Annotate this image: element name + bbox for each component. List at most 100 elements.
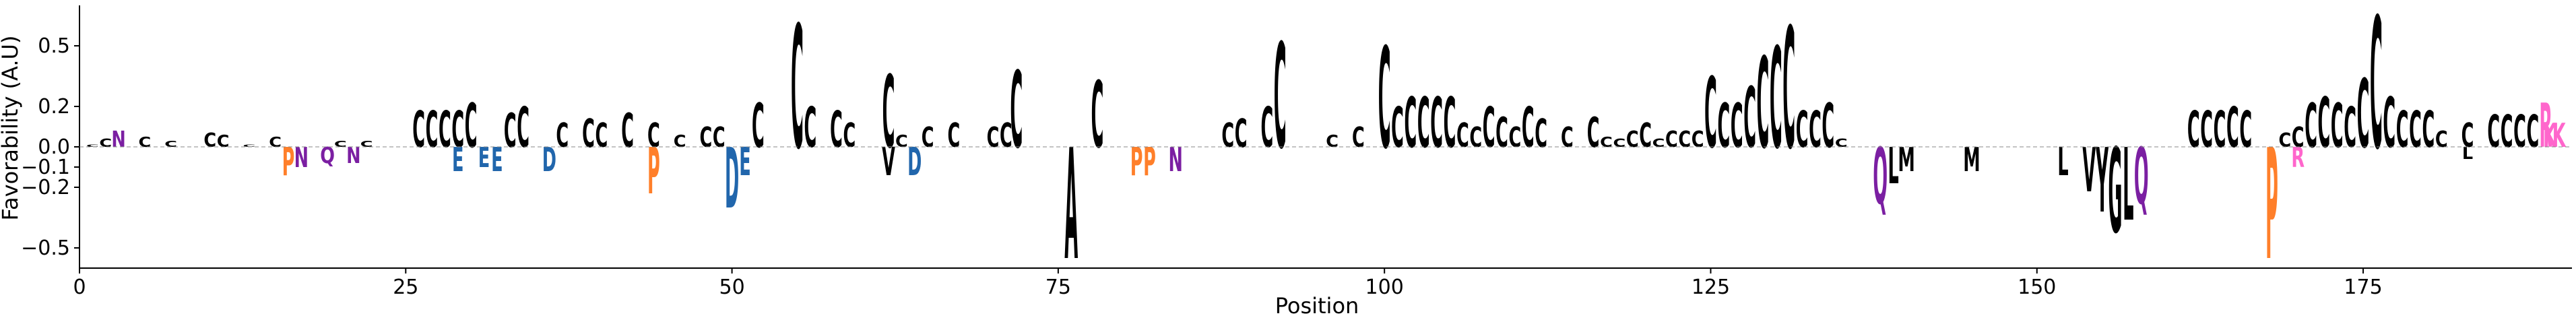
logo-letter-c: C [465,90,478,162]
logo-letter-p: P [647,135,660,209]
logo-letter-p: P [2265,117,2278,294]
logo-letter-d: D [542,141,556,180]
logo-letter-k: K [2552,117,2567,156]
logo-letter-e: E [478,142,490,174]
logo-letter-c: C [1483,97,1495,161]
logo-letter-v: V [2082,135,2096,206]
logo-letter-c: C [439,102,451,160]
logo-letter-c: C [269,134,282,150]
logo-letter-c: C [1652,137,1665,150]
logo-letter-c: C [2226,97,2239,161]
logo-letter-c: C [426,102,439,160]
logo-letter-c: C [804,97,816,161]
logo-letter-c: C [713,122,726,154]
logo-letter-c: C [1665,127,1678,152]
y-tick-label: 0.2 [38,95,70,119]
logo-letter-c: C [752,90,765,162]
logo-letter-c: C [1352,122,1365,154]
logo-layer: C C N C C C C C C C C C C C C C C C C C C C C C C C C C C C C C C C C C CC C C… [86,0,2567,294]
logo-letter-c: C [2383,83,2395,163]
x-tick-label: 50 [719,276,744,299]
logo-letter-c: C [1692,127,1704,152]
logo-letter-c: C [1274,13,1287,181]
logo-letter-c: C [1587,109,1600,158]
x-tick-label: 175 [2344,276,2382,299]
logo-letter-c: C [360,139,373,149]
logo-letter-c: C [2357,60,2370,170]
logo-letter-v: V [882,140,895,185]
logo-letter-c: C [1600,134,1613,150]
logo-letter-c: C [882,55,895,171]
logo-letter-c: C [2370,0,2383,189]
logo-letter-c: C [1417,83,1430,163]
logo-letter-c: C [412,102,425,160]
logo-letter-c: C [1235,112,1248,156]
logo-letter-l: L [2123,127,2133,244]
logo-letter-m: M [1963,141,1980,180]
logo-letter-c: C [1822,90,1834,162]
logo-letter-c: C [1522,97,1535,161]
logo-letter-c: C [2187,102,2200,160]
logo-letter-a: A [1064,117,1078,294]
logo-letter-q: Q [2134,132,2149,222]
logo-letter-d: D [725,130,739,227]
logo-letter-e: E [452,141,463,180]
logo-letter-c: C [504,104,517,158]
logo-letter-c: C [1743,69,1756,166]
logo-letter-c: C [1509,122,1522,154]
logo-letter-c: C [451,102,464,160]
logo-letter-c: C [86,144,99,148]
logo-letter-e: E [491,141,503,180]
logo-letter-c: C [2435,127,2448,152]
logo-letter-g: G [2108,125,2123,260]
logo-letter-c: C [1456,117,1469,156]
y-axis-title: Favorability (A.U) [0,36,23,221]
logo-letter-c: C [1091,63,1104,169]
logo-letter-c: C [2214,102,2226,160]
ticks: 0 25 50 75 100 125 150 175 −0.5 −0.2−0.10.0 0.2 0.5 [21,34,2383,299]
logo-letter-c: C [830,102,843,160]
y-tick-label: 0.0 [38,135,70,159]
logo-letter-n: N [111,127,125,152]
logo-letter-c: C [2239,102,2252,160]
x-tick-label: 75 [1045,276,1071,299]
logo-letter-m: M [1898,141,1914,180]
logo-letter-c: C [1444,83,1456,163]
logo-letter-c: C [674,131,686,150]
logo-letter-c: C [217,131,230,150]
logo-letter-c: C [334,139,347,149]
logo-letter-c: C [164,139,177,149]
logo-letter-p: P [1130,140,1143,185]
logo-letter-c: C [1535,112,1547,156]
y-tick-label: −0.5 [21,236,70,260]
logo-letter-c: C [1639,117,1652,156]
logo-letter-q: Q [320,143,335,168]
logo-letter-c: C [582,112,595,156]
x-axis-title: Position [1275,293,1359,319]
logo-letter-c: C [138,134,151,150]
logo-letter-c: C [1378,18,1391,180]
logo-letter-c: C [1717,90,1730,162]
logo-letter-c: C [1561,122,1574,154]
logo-letter-c: C [1010,50,1023,172]
logo-letter-c: C [1000,117,1012,156]
logo-letter-c: C [1731,90,1743,162]
logo-letter-c: C [556,117,569,156]
logo-letter-r: R [2539,90,2552,162]
logo-letter-c: C [621,104,634,158]
x-tick-label: 125 [1692,276,1730,299]
logo-letter-l: L [1888,138,1899,196]
logo-letter-c: C [2501,106,2513,157]
x-tick-label: 100 [1365,276,1404,299]
logo-letter-c: C [1678,127,1691,152]
logo-letter-c: C [2305,90,2317,162]
logo-letter-c: C [2396,102,2409,160]
logo-letter-p: P [1143,140,1156,185]
logo-letter-c: C [2527,106,2540,157]
logo-letter-c: C [843,117,856,156]
logo-letter-c: C [1809,102,1822,160]
logo-letter-c: C [1221,117,1234,156]
logo-letter-y: Y [2096,130,2108,233]
logo-letter-c: C [2487,106,2500,157]
